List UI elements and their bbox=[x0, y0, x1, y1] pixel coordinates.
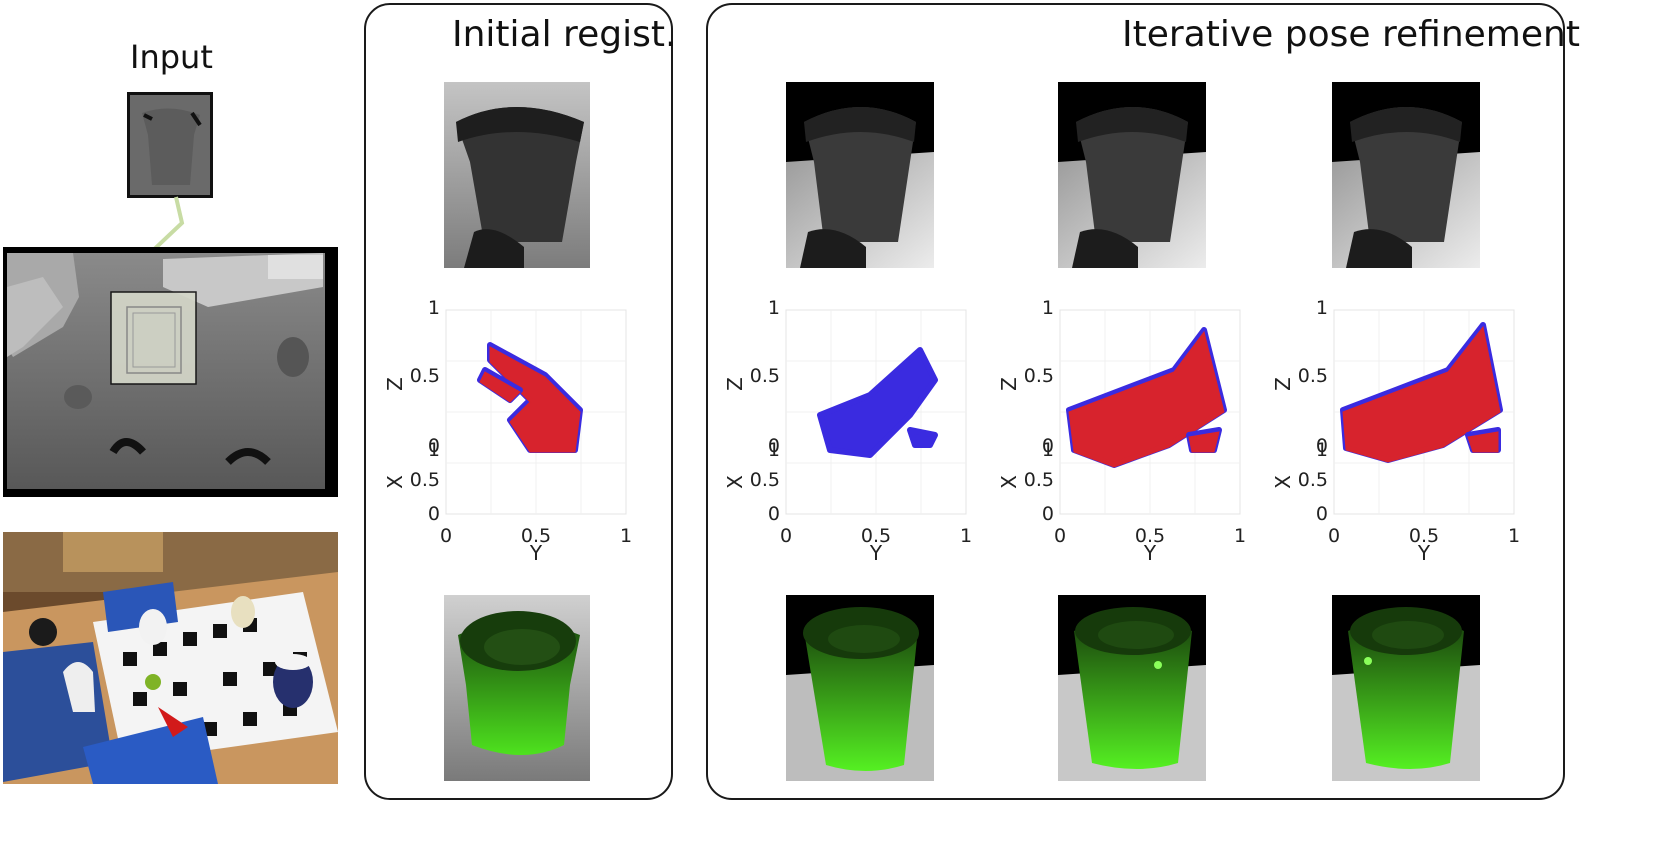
model-points bbox=[489, 346, 581, 453]
depth-crop-iter3 bbox=[1332, 82, 1480, 268]
x-side-tick-label: 0 bbox=[1042, 503, 1054, 525]
model-points bbox=[1467, 431, 1499, 453]
x-tick-label: 0 bbox=[780, 525, 792, 547]
x-axis-label: X bbox=[723, 475, 747, 489]
model-points bbox=[1188, 431, 1220, 453]
z-tick-label: 0.5 bbox=[410, 365, 440, 387]
input-depth-crop bbox=[127, 92, 213, 198]
x-axis-label: X bbox=[383, 475, 407, 489]
z-axis-label: Z bbox=[997, 377, 1021, 391]
x-tick-label: 1 bbox=[960, 525, 972, 547]
x-axis-label: X bbox=[997, 475, 1021, 489]
x-tick-label: 0 bbox=[440, 525, 452, 547]
z-axis-label: Z bbox=[723, 377, 747, 391]
x-side-tick-label: 0.5 bbox=[1024, 469, 1054, 491]
y-axis-label: Y bbox=[1143, 541, 1157, 565]
model-points bbox=[479, 371, 521, 403]
pointcloud-plot-iter3: 0 0.5 1 1 0.5 0 1 0.5 0 Y Z X bbox=[1268, 297, 1528, 565]
z-tick-label: 0.5 bbox=[750, 365, 780, 387]
z-tick-label: 0 bbox=[1042, 435, 1054, 457]
x-tick-label: 0.5 bbox=[1135, 525, 1165, 547]
render-overlay-iter3 bbox=[1332, 595, 1480, 781]
x-side-tick-label: 0.5 bbox=[410, 469, 440, 491]
x-tick-label: 1 bbox=[1508, 525, 1520, 547]
z-axis-label: Z bbox=[383, 377, 407, 391]
scene-points bbox=[907, 427, 938, 448]
y-axis-label: Y bbox=[869, 541, 883, 565]
x-tick-label: 0 bbox=[1328, 525, 1340, 547]
panel-title-initial: Initial regist. bbox=[452, 14, 677, 55]
x-tick-label: 0.5 bbox=[1409, 525, 1439, 547]
x-side-tick-label: 0.5 bbox=[750, 469, 780, 491]
z-tick-label: 1 bbox=[428, 297, 440, 319]
x-side-tick-label: 0 bbox=[768, 503, 780, 525]
x-axis-label: X bbox=[1271, 475, 1295, 489]
x-side-tick-label: 1 bbox=[1042, 439, 1054, 461]
depth-crop-iter1 bbox=[786, 82, 934, 268]
model-points bbox=[1342, 325, 1501, 463]
x-side-tick-label: 1 bbox=[1316, 439, 1328, 461]
render-overlay-iter2 bbox=[1058, 595, 1206, 781]
x-side-tick-label: 1 bbox=[768, 439, 780, 461]
x-side-tick-label: 0 bbox=[1316, 503, 1328, 525]
z-axis-label: Z bbox=[1271, 377, 1295, 391]
z-tick-label: 0.5 bbox=[1024, 365, 1054, 387]
z-tick-label: 0 bbox=[428, 435, 440, 457]
x-tick-label: 0.5 bbox=[861, 525, 891, 547]
depth-crop-initial bbox=[444, 82, 590, 268]
z-tick-label: 1 bbox=[768, 297, 780, 319]
x-tick-label: 0.5 bbox=[521, 525, 551, 547]
render-overlay-initial bbox=[444, 595, 590, 781]
render-overlay-iter1 bbox=[786, 595, 934, 781]
pointcloud-plot-iter1: 0 0.5 1 1 0.5 0 1 0.5 0 Y Z X bbox=[720, 297, 980, 565]
model-points bbox=[1068, 330, 1225, 468]
x-side-tick-label: 0.5 bbox=[1298, 469, 1328, 491]
y-axis-label: Y bbox=[1417, 541, 1431, 565]
panel-title-iterative: Iterative pose refinement bbox=[1122, 14, 1580, 55]
scene-points bbox=[817, 347, 938, 458]
x-side-tick-label: 0 bbox=[428, 503, 440, 525]
z-tick-label: 0 bbox=[768, 435, 780, 457]
x-tick-label: 1 bbox=[1234, 525, 1246, 547]
input-rgb-photo bbox=[3, 532, 338, 784]
z-tick-label: 0.5 bbox=[1298, 365, 1328, 387]
z-tick-label: 0 bbox=[1316, 435, 1328, 457]
pointcloud-plot-initial: 0 0.5 1 1 0.5 0 1 0.5 0 Y Z X bbox=[380, 297, 640, 565]
x-tick-label: 0 bbox=[1054, 525, 1066, 547]
input-title: Input bbox=[130, 38, 213, 76]
x-side-tick-label: 1 bbox=[428, 439, 440, 461]
input-depth-image bbox=[3, 247, 338, 497]
depth-crop-iter2 bbox=[1058, 82, 1206, 268]
z-tick-label: 1 bbox=[1316, 297, 1328, 319]
y-axis-label: Y bbox=[529, 541, 543, 565]
pointcloud-plot-iter2: 0 0.5 1 1 0.5 0 1 0.5 0 Y Z X bbox=[994, 297, 1254, 565]
x-tick-label: 1 bbox=[620, 525, 632, 547]
z-tick-label: 1 bbox=[1042, 297, 1054, 319]
